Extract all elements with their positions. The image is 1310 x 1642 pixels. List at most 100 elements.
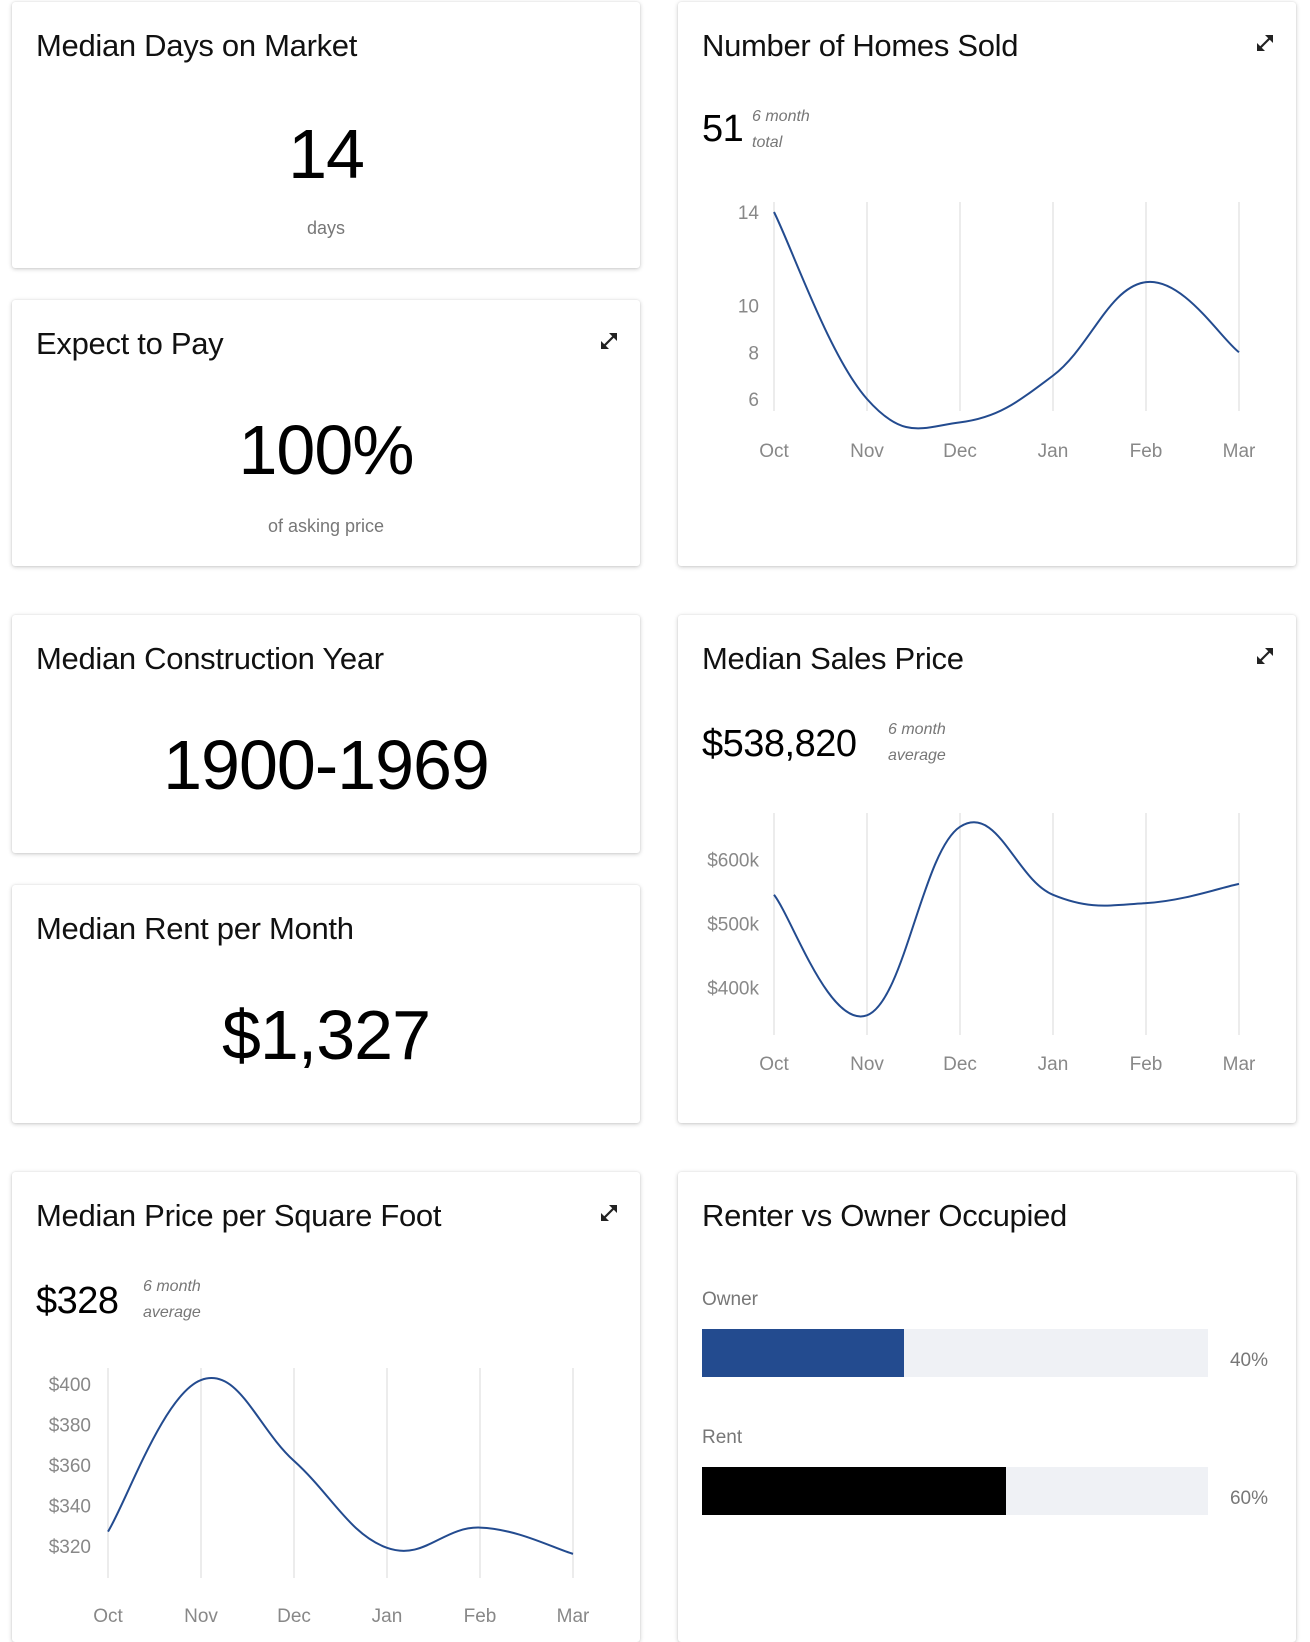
note-line: total [752,134,783,151]
data-point [199,1378,203,1382]
expand-arrows-glyph [1257,648,1273,664]
y-tick-label: $340 [49,1496,91,1517]
x-tick-label: Nov [184,1606,218,1627]
sales-price-chart: $400k $500k $600k Oct Nov Dec Jan Feb Mar [707,813,1256,1075]
x-tick-label: Oct [93,1606,123,1627]
data-point [772,210,776,214]
days-on-market-unit: days [306,218,346,238]
construction-year-value: 1900-1969 [163,726,490,804]
expect-to-pay-value: 100% [238,411,414,489]
x-tick-label: Feb [464,1606,497,1627]
expand-arrows-glyph [601,1205,617,1221]
card-title: Median Days on Market [36,28,358,63]
homes-sold-total: 51 [702,108,744,150]
x-tick-label: Jan [1038,441,1069,462]
price-per-sqft-chart: $320 $340 $360 $380 $400 Oct Nov Dec Jan Feb Mar [49,1368,590,1627]
price-per-sqft-note: 6 month average [143,1274,201,1326]
data-point [1144,901,1148,905]
card-title: Number of Homes Sold [702,28,1019,63]
price-per-sqft-average: $328 [36,1280,119,1322]
y-tick-label: $400k [707,979,759,1000]
homes-sold-card: Number of Homes Sold 51 6 month total 6 8… [678,2,1296,566]
rent-bar-fill [702,1467,1006,1515]
x-tick-label: Oct [759,441,789,462]
owner-label: Owner [702,1289,758,1310]
homes-sold-chart: 6 8 10 14 Oct Nov Dec Jan Feb Mar [738,202,1256,462]
owner-bar-track [702,1329,1208,1377]
construction-year-card: Median Construction Year 1900-1969 [12,615,640,853]
card-title: Median Price per Square Foot [36,1198,442,1233]
y-tick-label: 14 [738,203,760,224]
days-on-market-card: Median Days on Market 14 days [12,2,640,268]
y-tick-label: 6 [748,390,759,411]
price-per-sqft-card: Median Price per Square Foot $328 6 mont… [12,1172,640,1642]
data-point [1144,280,1148,284]
y-tick-label: $360 [49,1456,91,1477]
expand-arrows-glyph [601,333,617,349]
rent-percent: 60% [1229,1488,1268,1509]
rent-per-month-card: Median Rent per Month $1,327 [12,885,640,1123]
y-tick-label: $500k [707,915,759,936]
rent-label: Rent [702,1427,743,1448]
data-point [1051,374,1055,378]
data-point [385,1546,389,1550]
data-point [1051,893,1055,897]
series-line [773,821,1240,1018]
y-tick-label: $600k [707,851,759,872]
card-title: Median Construction Year [36,641,384,676]
y-tick-label: 8 [748,343,759,364]
expand-arrows-icon[interactable] [598,330,620,352]
y-tick-label: 10 [738,297,759,318]
series-line [107,1377,574,1555]
sales-price-average: $538,820 [702,723,857,765]
x-tick-label: Mar [557,1606,590,1627]
x-tick-label: Mar [1223,1054,1256,1075]
expand-arrows-icon[interactable] [1254,32,1276,54]
expect-to-pay-unit: of asking price [267,516,385,536]
note-line: average [888,747,946,764]
data-point [1237,882,1241,886]
note-line: average [143,1304,201,1321]
note-line: 6 month [752,108,810,125]
expand-arrows-glyph [1257,35,1273,51]
card-title: Median Rent per Month [36,911,354,946]
series-line [773,211,1240,430]
x-tick-label: Dec [943,441,977,462]
expand-arrows-icon[interactable] [1254,645,1276,667]
x-tick-label: Feb [1130,1054,1163,1075]
expect-to-pay-card: Expect to Pay 100% of asking price [12,300,640,566]
note-line: 6 month [888,721,946,738]
rent-bar-track [702,1467,1208,1515]
y-tick-label: $320 [49,1537,91,1558]
data-point [958,825,962,829]
sales-price-note: 6 month average [888,717,946,769]
card-title: Median Sales Price [702,641,964,676]
data-point [478,1526,482,1530]
card-title: Expect to Pay [36,326,224,361]
expand-arrows-icon[interactable] [598,1202,620,1224]
owner-percent: 40% [1229,1350,1268,1371]
rent-per-month-value: $1,327 [221,996,431,1074]
x-tick-label: Mar [1223,441,1256,462]
data-point [571,1552,575,1556]
x-tick-label: Feb [1130,441,1163,462]
owner-bar-fill [702,1329,905,1377]
days-on-market-value: 14 [288,115,365,193]
sales-price-card: Median Sales Price $538,820 6 month aver… [678,615,1296,1123]
x-tick-label: Jan [372,1606,403,1627]
data-point [106,1530,110,1534]
y-tick-label: $400 [49,1375,91,1396]
y-tick-label: $380 [49,1415,91,1436]
x-tick-label: Nov [850,441,884,462]
x-tick-label: Jan [1038,1054,1069,1075]
data-point [865,397,869,401]
data-point [772,893,776,897]
data-point [292,1459,296,1463]
homes-sold-note: 6 month total [752,104,810,156]
data-point [1237,350,1241,354]
data-point [865,1013,869,1017]
x-tick-label: Dec [277,1606,311,1627]
renter-owner-card: Renter vs Owner Occupied Owner 40% Rent … [678,1172,1296,1642]
note-line: 6 month [143,1278,201,1295]
x-tick-label: Oct [759,1054,789,1075]
